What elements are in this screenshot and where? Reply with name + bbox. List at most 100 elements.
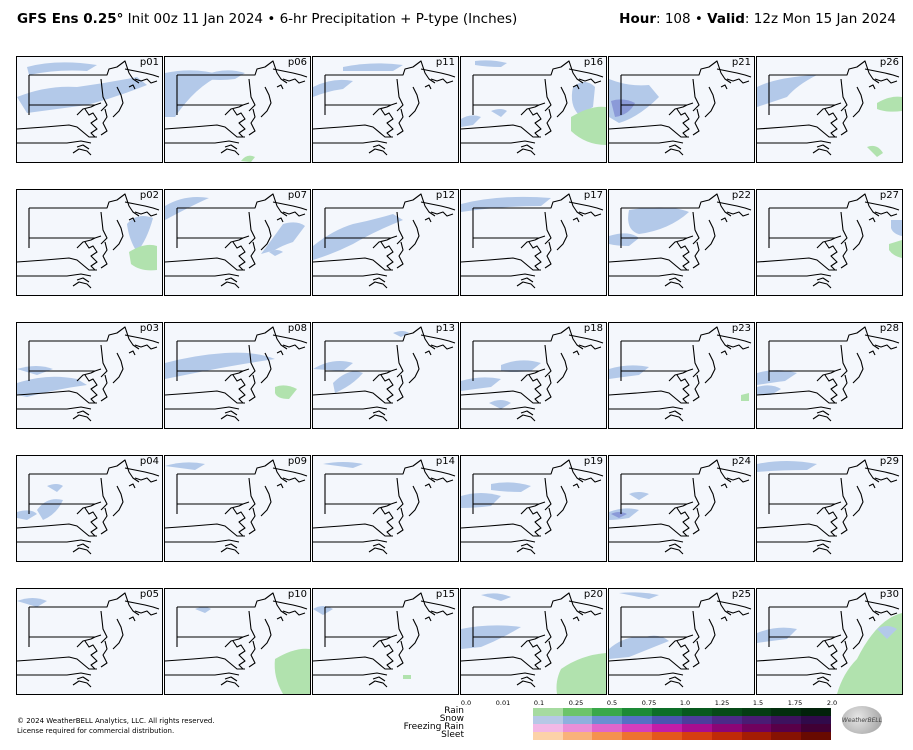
ensemble-member-panel-p01: p01	[16, 56, 163, 163]
member-label: p12	[434, 190, 456, 201]
legend-color-cell	[622, 716, 653, 724]
member-map-p15	[313, 592, 456, 688]
ensemble-member-panel-p05: p05	[16, 588, 163, 695]
legend-color-cell	[681, 724, 712, 732]
legend-tick-label: 0.0	[460, 699, 472, 707]
valid-separator: •	[694, 11, 703, 27]
member-map-p27	[757, 193, 902, 289]
legend-tick-label: 2.0	[826, 699, 838, 707]
ensemble-member-panel-p17: p17	[460, 189, 607, 296]
legend-color-cell	[771, 716, 802, 724]
legend-tick-label: 0.75	[641, 699, 657, 707]
member-map-p23	[609, 326, 752, 422]
ensemble-member-panel-p18: p18	[460, 322, 607, 429]
legend-color-cell	[652, 716, 682, 724]
valid-time: Hour: 108 • Valid: 12z Mon 15 Jan 2024	[619, 11, 896, 27]
legend-color-cell	[532, 708, 563, 716]
member-label: p29	[878, 456, 900, 467]
model-name: GFS Ens 0.25	[17, 11, 117, 27]
member-map-p10	[165, 592, 310, 694]
ensemble-member-panel-p16: p16	[460, 56, 607, 163]
member-label: p21	[730, 57, 752, 68]
legend-row-label: Snow	[439, 714, 464, 724]
legend-color-cell	[801, 724, 831, 732]
legend-tick-label: 1.5	[752, 699, 764, 707]
member-map-p12	[313, 193, 456, 289]
legend-color-cell	[503, 716, 533, 724]
member-label: p18	[582, 323, 604, 334]
copyright-text: © 2024 WeatherBELL Analytics, LLC. All r…	[17, 717, 215, 725]
member-label: p27	[878, 190, 900, 201]
legend-color-cell	[622, 724, 653, 732]
member-label: p09	[286, 456, 308, 467]
legend-row-label: Sleet	[441, 730, 464, 740]
weatherbell-logo: WeatherBELL	[842, 706, 882, 734]
member-map-p05	[17, 592, 160, 688]
legend-color-cell	[681, 732, 712, 740]
hour-label: Hour	[619, 11, 656, 27]
member-label: p01	[138, 57, 160, 68]
legend-color-cell	[801, 708, 831, 716]
member-label: p15	[434, 589, 456, 600]
legend-color-cell	[622, 708, 653, 716]
member-map-p08	[165, 326, 308, 422]
ensemble-member-panel-p23: p23	[608, 322, 755, 429]
valid-value: : 12z Mon 15 Jan 2024	[744, 11, 896, 27]
member-map-p28	[757, 326, 900, 422]
member-map-p14	[313, 459, 456, 555]
legend-color-cell	[532, 724, 563, 732]
member-label: p13	[434, 323, 456, 334]
legend-color-cell	[562, 732, 593, 740]
legend-tick-label: 0.5	[606, 699, 618, 707]
member-map-p30	[757, 592, 902, 694]
member-map-p16	[461, 60, 606, 156]
legend-color-bar	[503, 716, 831, 724]
legend-color-cell	[503, 724, 533, 732]
ensemble-member-panel-p13: p13	[312, 322, 459, 429]
legend-color-cell	[741, 732, 772, 740]
member-label: p02	[138, 190, 160, 201]
legend-tick-label: 0.1	[533, 699, 545, 707]
logo-text: WeatherBELL	[841, 716, 883, 724]
legend-row-label: Rain	[444, 706, 464, 716]
legend-color-cell	[592, 708, 623, 716]
member-map-p13	[313, 326, 456, 422]
legend-color-cell	[503, 732, 533, 740]
legend-color-cell	[592, 716, 623, 724]
member-map-p25	[609, 592, 752, 688]
legend-tick-label: 1.25	[714, 699, 730, 707]
member-map-p17	[461, 193, 604, 289]
ensemble-member-panel-p06: p06	[164, 56, 311, 163]
member-map-p06	[165, 60, 308, 162]
legend-color-cell	[801, 732, 831, 740]
ensemble-member-panel-p04: p04	[16, 455, 163, 562]
legend-color-cell	[801, 716, 831, 724]
member-map-p29	[757, 459, 900, 555]
legend-row-label: Freezing Rain	[403, 722, 464, 732]
member-label: p20	[582, 589, 604, 600]
legend-color-cell	[771, 708, 802, 716]
ensemble-member-panel-p26: p26	[756, 56, 903, 163]
ensemble-member-panel-p02: p02	[16, 189, 163, 296]
legend-color-bar	[503, 732, 831, 740]
legend-color-cell	[711, 732, 742, 740]
legend-color-cell	[711, 716, 742, 724]
legend-color-cell	[562, 708, 593, 716]
ensemble-member-panel-p30: p30	[756, 588, 903, 695]
ensemble-member-panel-p07: p07	[164, 189, 311, 296]
member-map-p18	[461, 326, 604, 422]
member-label: p25	[730, 589, 752, 600]
ensemble-member-panel-p11: p11	[312, 56, 459, 163]
member-label: p28	[878, 323, 900, 334]
member-label: p05	[138, 589, 160, 600]
legend-color-cell	[652, 724, 682, 732]
ensemble-member-panel-p14: p14	[312, 455, 459, 562]
legend-color-cell	[741, 716, 772, 724]
legend-color-cell	[711, 708, 742, 716]
member-map-p09	[165, 459, 308, 555]
legend-tick-label: 1.0	[679, 699, 691, 707]
valid-label: Valid	[707, 11, 745, 27]
legend-color-bar	[503, 724, 831, 732]
legend-color-cell	[562, 724, 593, 732]
map-title: GFS Ens 0.25° Init 00z 11 Jan 2024 • 6-h…	[17, 11, 517, 27]
